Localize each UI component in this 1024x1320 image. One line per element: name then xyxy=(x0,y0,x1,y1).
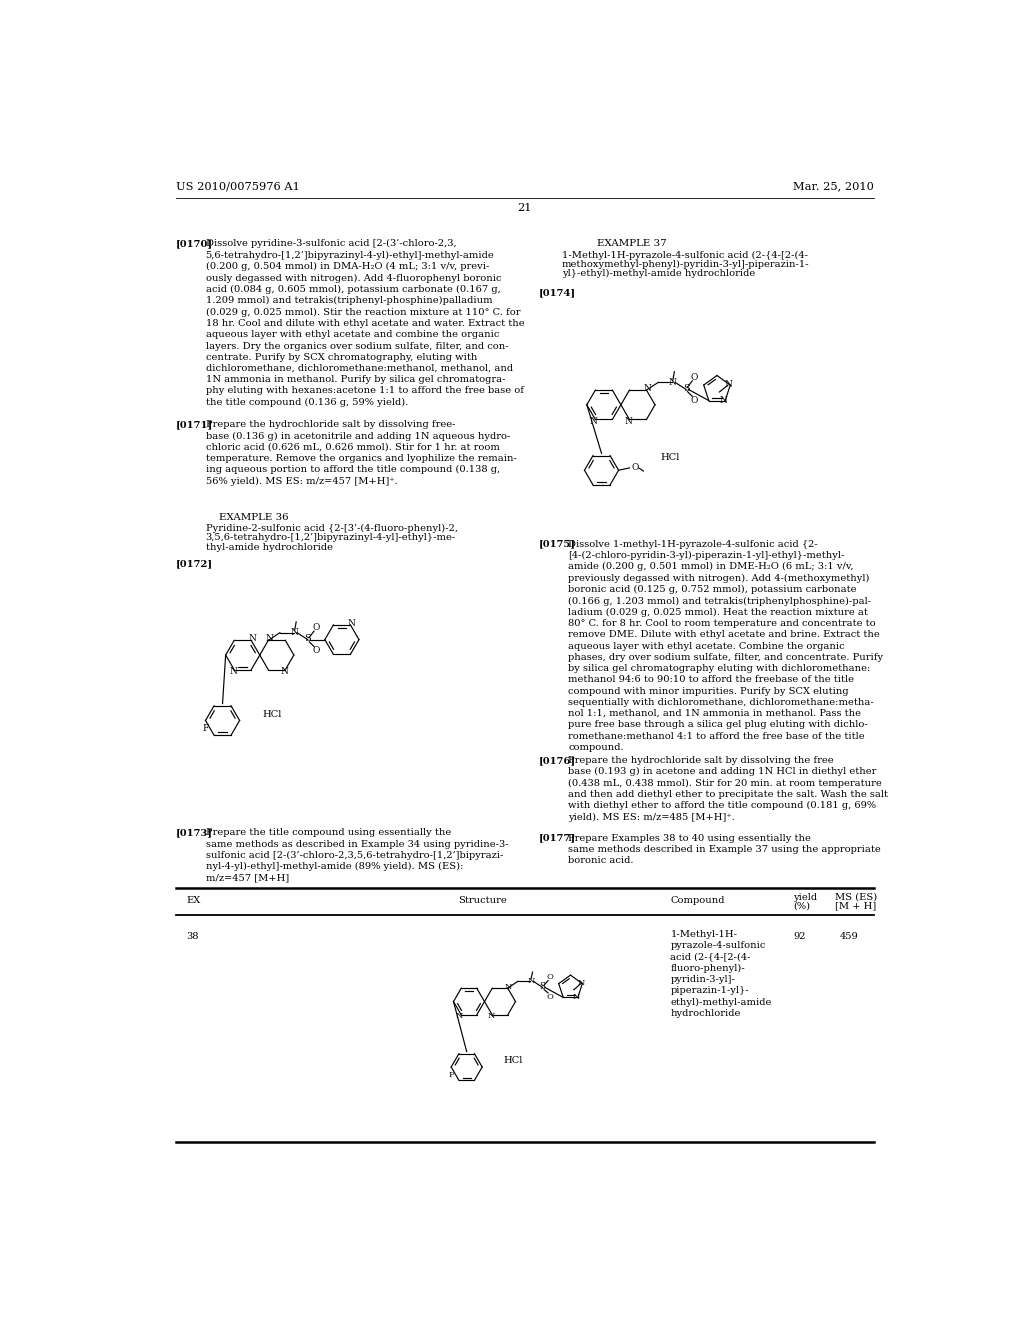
Text: N: N xyxy=(590,417,598,425)
Text: Structure: Structure xyxy=(458,896,507,906)
Text: Dissolve pyridine-3-sulfonic acid [2-(3’-chloro-2,3,
5,6-tetrahydro-[1,2’]bipyra: Dissolve pyridine-3-sulfonic acid [2-(3’… xyxy=(206,239,524,407)
Text: N: N xyxy=(578,979,585,987)
Text: EXAMPLE 37: EXAMPLE 37 xyxy=(597,239,667,248)
Text: 1-Methyl-1H-pyrazole-4-sulfonic acid (2-{4-[2-(4-: 1-Methyl-1H-pyrazole-4-sulfonic acid (2-… xyxy=(562,251,808,260)
Text: [0177]: [0177] xyxy=(539,834,575,842)
Text: O: O xyxy=(632,463,639,471)
Text: 92: 92 xyxy=(793,932,806,941)
Text: O: O xyxy=(312,623,321,632)
Text: EXAMPLE 36: EXAMPLE 36 xyxy=(219,512,289,521)
Text: Dissolve 1-methyl-1H-pyrazole-4-sulfonic acid {2-
[4-(2-chloro-pyridin-3-yl)-pip: Dissolve 1-methyl-1H-pyrazole-4-sulfonic… xyxy=(568,540,884,752)
Text: Prepare the title compound using essentially the
same methods as described in Ex: Prepare the title compound using essenti… xyxy=(206,829,508,883)
Text: N: N xyxy=(572,994,580,1002)
Text: 1-Methyl-1H-
pyrazole-4-sulfonic
acid (2-{4-[2-(4-
fluoro-phenyl)-
pyridin-3-yl]: 1-Methyl-1H- pyrazole-4-sulfonic acid (2… xyxy=(671,929,772,1018)
Text: 3,5,6-tetrahydro-[1,2’]bipyrazinyl-4-yl]-ethyl}-me-: 3,5,6-tetrahydro-[1,2’]bipyrazinyl-4-yl]… xyxy=(206,533,456,543)
Text: 21: 21 xyxy=(517,203,532,213)
Text: [0176]: [0176] xyxy=(539,756,575,764)
Text: S: S xyxy=(540,982,546,991)
Text: N: N xyxy=(487,1012,496,1020)
Text: [M + H]: [M + H] xyxy=(835,902,877,911)
Text: O: O xyxy=(691,372,698,381)
Text: yield: yield xyxy=(793,892,817,902)
Text: 459: 459 xyxy=(840,932,858,941)
Text: Mar. 25, 2010: Mar. 25, 2010 xyxy=(793,181,873,191)
Text: N: N xyxy=(229,667,238,676)
Text: HCl: HCl xyxy=(263,710,283,718)
Text: N: N xyxy=(505,982,512,991)
Text: N: N xyxy=(527,977,535,985)
Text: [0173]: [0173] xyxy=(176,829,213,837)
Text: N: N xyxy=(456,1012,464,1020)
Text: F: F xyxy=(449,1071,454,1078)
Text: O: O xyxy=(547,993,554,1001)
Text: N: N xyxy=(248,635,256,643)
Text: S: S xyxy=(304,635,311,643)
Text: [0170]: [0170] xyxy=(176,239,213,248)
Text: O: O xyxy=(547,973,554,981)
Text: N: N xyxy=(725,380,732,389)
Text: [0172]: [0172] xyxy=(176,558,213,568)
Text: N: N xyxy=(669,378,677,387)
Text: N: N xyxy=(291,628,299,638)
Text: yl}-ethyl)-methyl-amide hydrochloride: yl}-ethyl)-methyl-amide hydrochloride xyxy=(562,269,756,279)
Text: N: N xyxy=(265,635,273,643)
Text: thyl-amide hydrochloride: thyl-amide hydrochloride xyxy=(206,543,333,552)
Text: HCl: HCl xyxy=(504,1056,523,1065)
Text: N: N xyxy=(643,384,651,393)
Text: Pyridine-2-sulfonic acid {2-[3’-(4-fluoro-phenyl)-2,: Pyridine-2-sulfonic acid {2-[3’-(4-fluor… xyxy=(206,524,458,533)
Text: Prepare the hydrochloride salt by dissolving the free
base (0.193 g) in acetone : Prepare the hydrochloride salt by dissol… xyxy=(568,756,888,822)
Text: HCl: HCl xyxy=(660,453,680,462)
Text: Compound: Compound xyxy=(671,896,725,906)
Text: [0175]: [0175] xyxy=(539,540,575,549)
Text: O: O xyxy=(691,396,698,405)
Text: (%): (%) xyxy=(793,902,810,911)
Text: [0171]: [0171] xyxy=(176,420,213,429)
Text: N: N xyxy=(720,396,728,405)
Text: O: O xyxy=(312,645,321,655)
Text: Prepare the hydrochloride salt by dissolving free-
base (0.136 g) in acetonitril: Prepare the hydrochloride salt by dissol… xyxy=(206,420,516,486)
Text: methoxymethyl-phenyl)-pyridin-3-yl]-piperazin-1-: methoxymethyl-phenyl)-pyridin-3-yl]-pipe… xyxy=(562,260,810,269)
Text: Prepare Examples 38 to 40 using essentially the
same methods described in Exampl: Prepare Examples 38 to 40 using essentia… xyxy=(568,834,881,865)
Text: MS (ES): MS (ES) xyxy=(835,892,877,902)
Text: F: F xyxy=(203,725,209,734)
Text: EX: EX xyxy=(186,896,201,906)
Text: N: N xyxy=(347,619,355,628)
Text: N: N xyxy=(281,667,289,676)
Text: S: S xyxy=(683,384,689,393)
Text: 38: 38 xyxy=(186,932,199,941)
Text: [0174]: [0174] xyxy=(539,288,575,297)
Text: US 2010/0075976 A1: US 2010/0075976 A1 xyxy=(176,181,300,191)
Text: N: N xyxy=(625,417,633,425)
